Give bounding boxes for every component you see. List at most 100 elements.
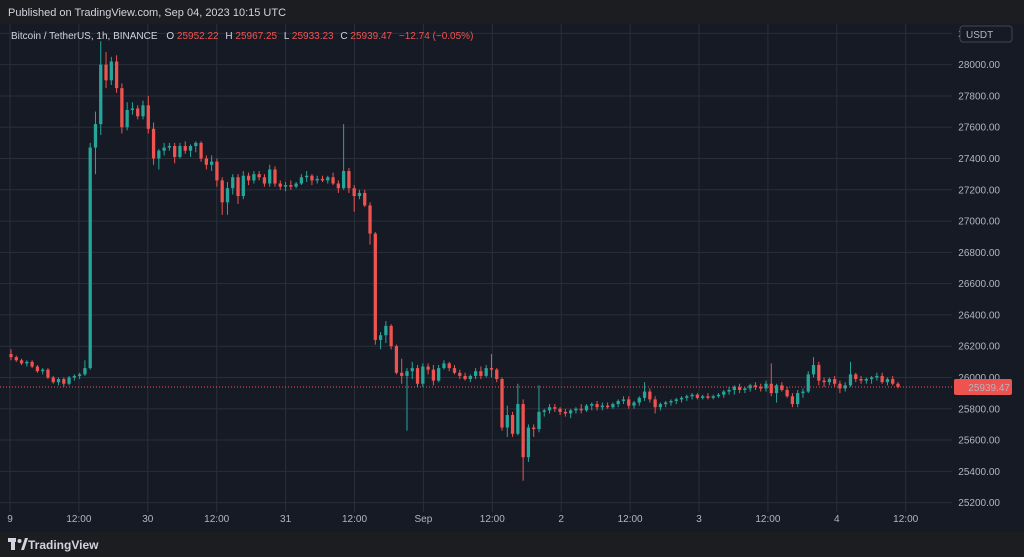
candle-body: [389, 325, 393, 347]
candle-body: [257, 174, 261, 178]
candle-body: [690, 394, 694, 397]
candle-body: [859, 379, 863, 381]
candle-body: [231, 177, 235, 189]
candle-body: [653, 399, 657, 408]
chart-title: Bitcoin / TetherUS, 1h, BINANCE: [11, 31, 158, 42]
candle-body: [273, 169, 277, 184]
price-tick-label: 26000.00: [958, 373, 1000, 384]
candle-body: [384, 325, 388, 336]
candle-body: [891, 379, 895, 384]
candlestick-chart[interactable]: 28200.0028000.0027800.0027600.0027400.00…: [0, 24, 1024, 532]
candle-body: [843, 385, 847, 389]
candle-body: [563, 411, 568, 414]
price-tick-label: 26400.00: [958, 310, 1000, 321]
candle-body: [35, 366, 40, 372]
candle-body: [869, 377, 874, 380]
candle-body: [99, 64, 103, 125]
ohlc-open: 25952.22: [177, 31, 219, 42]
price-tick-label: 25400.00: [958, 467, 1000, 478]
time-tick-label: 30: [142, 514, 154, 525]
candle-body: [458, 372, 462, 376]
candle-body: [532, 427, 536, 430]
candle-body: [173, 146, 177, 157]
time-tick-label: Sep: [415, 514, 433, 525]
candle-body: [611, 404, 615, 408]
candle-body: [685, 396, 689, 398]
candles: [9, 41, 900, 481]
candle-body: [605, 405, 610, 408]
candle-body: [373, 233, 377, 340]
ohlc-high-label: H: [225, 31, 232, 42]
candle-body: [838, 383, 842, 389]
candle-body: [252, 174, 256, 181]
price-tick-label: 27000.00: [958, 217, 1000, 228]
brand-name: TradingView: [28, 538, 99, 552]
candle-body: [801, 391, 805, 394]
candle-body: [780, 385, 784, 390]
candle-body: [648, 391, 652, 400]
ohlc-change: −12.74 (−0.05%): [399, 31, 474, 42]
candle-body: [574, 408, 578, 411]
candle-body: [796, 393, 800, 405]
candle-body: [294, 183, 298, 187]
published-text: Published on TradingView.com, Sep 04, 20…: [8, 7, 287, 19]
time-tick-label: 12:00: [342, 514, 367, 525]
candle-body: [833, 379, 837, 384]
candle-body: [553, 407, 557, 409]
candle-body: [584, 405, 589, 411]
candle-body: [246, 175, 251, 181]
time-tick-label: 12:00: [893, 514, 918, 525]
candle-body: [759, 386, 763, 389]
candle-body: [352, 188, 356, 197]
candle-body: [320, 178, 325, 181]
candle-body: [357, 192, 362, 197]
candle-body: [679, 397, 684, 400]
currency-label[interactable]: USDT: [966, 30, 993, 41]
price-tick-label: 25200.00: [958, 498, 1000, 509]
candle-body: [19, 360, 24, 364]
candle-body: [896, 383, 900, 387]
candle-body: [558, 408, 562, 412]
currency-selector[interactable]: [959, 25, 1013, 43]
price-tick-label: 27800.00: [958, 91, 1000, 102]
candle-body: [737, 386, 742, 390]
candle-body: [632, 402, 636, 406]
candle-body: [136, 108, 140, 117]
candle-body: [299, 177, 304, 184]
candle-body: [236, 177, 240, 197]
time-tick-label: 31: [280, 514, 292, 525]
candle-body: [547, 407, 552, 411]
candle-body: [315, 178, 319, 181]
time-axis[interactable]: 9 12:00 30 12:00 31 12:00 Sep 12:00 2 12:00 3 12:00…: [7, 514, 918, 525]
candle-body: [664, 402, 668, 405]
candle-body: [83, 368, 87, 375]
candle-body: [510, 415, 515, 434]
bottom-bar: TradingView: [0, 532, 1024, 557]
candle-body: [590, 404, 594, 406]
candle-body: [769, 383, 773, 394]
candle-body: [579, 408, 583, 411]
time-tick-label: 12:00: [755, 514, 780, 525]
candle-body: [537, 411, 541, 430]
candle-body: [120, 88, 124, 128]
candle-body: [410, 368, 414, 372]
last-price-tag-label: 25939.47: [968, 383, 1010, 394]
price-axis[interactable]: 28200.0028000.0027800.0027600.0027400.00…: [958, 29, 1000, 509]
candle-body: [526, 427, 531, 458]
candle-body: [431, 369, 436, 381]
candle-body: [722, 391, 726, 395]
candle-body: [114, 61, 119, 89]
time-tick-label: 12:00: [480, 514, 505, 525]
candle-body: [817, 364, 821, 381]
candle-body: [479, 371, 483, 376]
candle-body: [642, 391, 647, 398]
candle-body: [30, 361, 34, 367]
time-tick-label: 12:00: [618, 514, 643, 525]
candle-body: [283, 185, 288, 187]
candle-body: [125, 110, 129, 128]
candle-body: [363, 192, 367, 206]
price-tick-label: 28000.00: [958, 60, 1000, 71]
candle-body: [447, 363, 451, 369]
time-tick-label: 12:00: [204, 514, 229, 525]
price-tick-label: 26800.00: [958, 248, 1000, 259]
